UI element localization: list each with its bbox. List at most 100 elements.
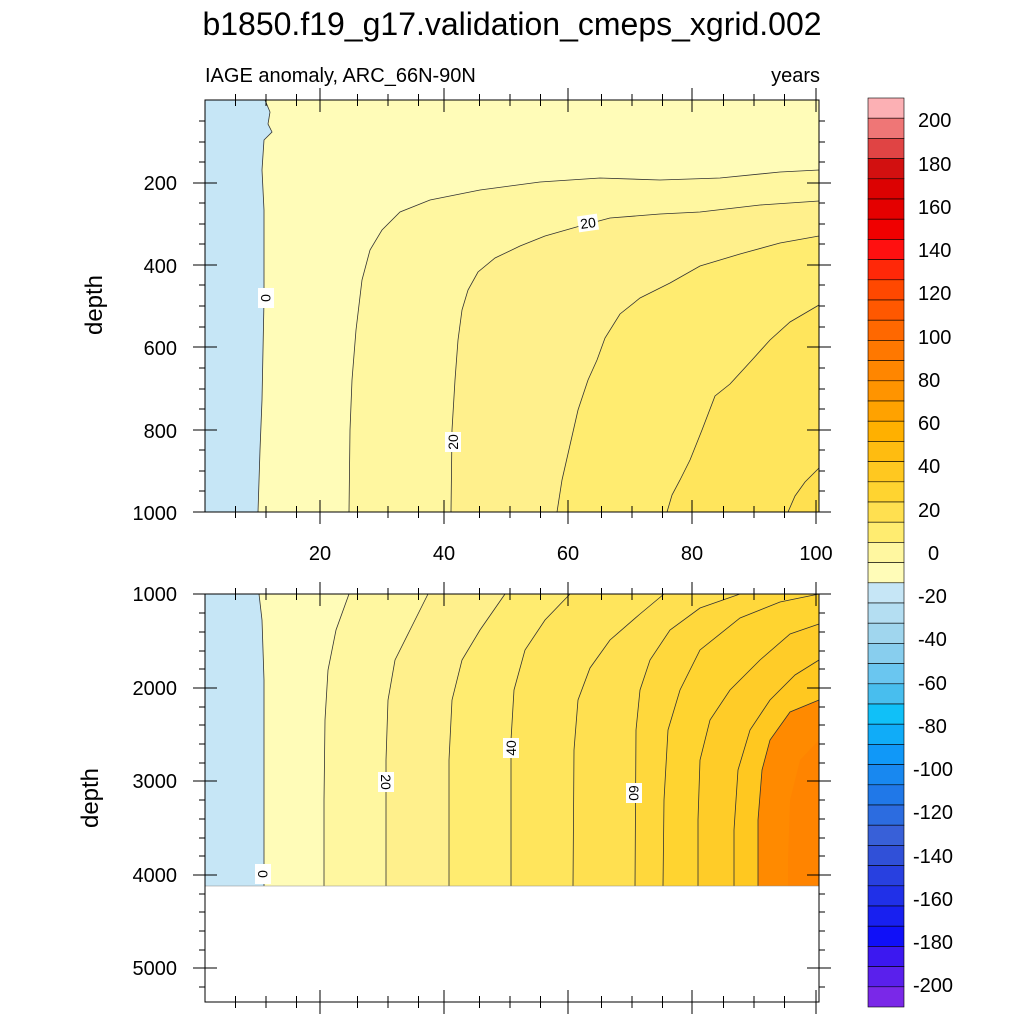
upper-y-tick-label: 200 (144, 173, 177, 195)
colorbar-box (867, 663, 905, 685)
lower-contour-line (733, 659, 820, 886)
colorbar-label: -40 (918, 629, 947, 651)
colorbar-label: 140 (918, 240, 951, 262)
colorbar-box (867, 198, 905, 220)
upper-y-tick-label: 800 (144, 421, 177, 443)
upper-panel-subtitle: IAGE anomaly, ARC_66N-90N (205, 65, 476, 87)
colorbar-box (867, 299, 905, 321)
colorbar-box (867, 481, 905, 503)
colorbar-box (867, 622, 905, 644)
upper-contour-line (556, 235, 820, 513)
colorbar-label: -140 (913, 846, 953, 868)
lower-contour-label: 60 (626, 783, 642, 803)
colorbar-box (867, 360, 905, 382)
colorbar-box (867, 723, 905, 745)
upper-y-axis-label: depth (81, 275, 108, 335)
contour-label-text: 0 (258, 294, 274, 302)
upper-contour-line (257, 99, 273, 513)
colorbar-box (867, 562, 905, 584)
contour-label-text: 60 (626, 785, 642, 801)
upper-contour-fills (205, 100, 819, 512)
colorbar-box (867, 218, 905, 240)
colorbar-label: -100 (913, 759, 953, 781)
contour-label-text: 20 (378, 774, 394, 790)
colorbar-box (867, 925, 905, 947)
colorbar-box (867, 461, 905, 483)
colorbar-box (867, 905, 905, 927)
upper-y-tick-label: 1000 (133, 503, 178, 525)
upper-x-tick-label: 20 (309, 543, 331, 565)
contour-label-box (626, 783, 642, 803)
colorbar-label: 80 (918, 370, 940, 392)
colorbar-label: 100 (918, 327, 951, 349)
colorbar-box (867, 602, 905, 624)
lower-contour-line (510, 593, 571, 886)
colorbar-box (867, 97, 905, 119)
colorbar-box (867, 885, 905, 907)
colorbar-box (867, 319, 905, 341)
colorbar-box (867, 683, 905, 705)
lower-contour-band (205, 594, 264, 886)
upper-x-tick-labels: 20 40 60 80 100 (309, 543, 833, 565)
colorbar-box (867, 986, 905, 1008)
upper-x-tick-label: 100 (799, 543, 832, 565)
colorbar-box (867, 138, 905, 159)
colorbar-label: 40 (918, 456, 940, 478)
contour-label-text: 0 (255, 870, 271, 878)
colorbar-box (867, 744, 905, 765)
lower-y-axis-label: depth (77, 768, 104, 828)
colorbar-box (867, 824, 905, 846)
colorbar-box (867, 542, 905, 563)
colorbar-box (867, 643, 905, 664)
colorbar-label: 200 (918, 110, 951, 132)
upper-contour-line (787, 467, 820, 513)
lower-contour-labels: 0 20 40 60 (255, 738, 642, 884)
lower-contour-lines (205, 593, 820, 887)
colorbar-box (867, 117, 905, 139)
lower-contour-line (662, 593, 820, 887)
colorbar-box (867, 340, 905, 361)
colorbar-label: -120 (913, 802, 953, 824)
colorbar: 200 180 160 140 120 100 80 60 40 20 0 -2… (867, 97, 953, 1008)
lower-panel: depth 0 20 40 60 1000 2000 3000 4000 5000 (77, 582, 831, 1014)
lower-y-tick-label: 5000 (133, 958, 178, 980)
contour-label-box (503, 738, 519, 758)
colorbar-box (867, 764, 905, 786)
upper-contour-band (788, 468, 819, 512)
upper-contour-line (666, 304, 820, 513)
lower-y-tick-label: 3000 (133, 771, 178, 793)
upper-panel-units: years (771, 65, 820, 87)
colorbar-label: 160 (918, 197, 951, 219)
colorbar-box (867, 521, 905, 543)
contour-label-text: 40 (503, 740, 519, 756)
colorbar-label: 120 (918, 283, 951, 305)
colorbar-box (867, 845, 905, 866)
upper-contour-labels: 0 20 20 (258, 213, 600, 452)
colorbar-box (867, 420, 905, 442)
colorbar-box (867, 239, 905, 260)
lower-contour-line (448, 593, 506, 886)
colorbar-label: -200 (913, 975, 953, 997)
colorbar-box (867, 582, 905, 604)
colorbar-label: -160 (913, 889, 953, 911)
lower-contour-label: 0 (255, 864, 271, 884)
colorbar-label: -80 (918, 716, 947, 738)
figure-title: b1850.f19_g17.validation_cmeps_xgrid.002 (202, 6, 821, 42)
upper-x-tick-label: 40 (433, 543, 455, 565)
upper-contour-lines (257, 99, 820, 513)
contour-label-box (378, 772, 394, 792)
colorbar-label: 180 (918, 154, 951, 176)
colorbar-label: 0 (928, 543, 939, 565)
colorbar-label: -180 (913, 932, 953, 954)
colorbar-boxes (867, 97, 905, 1008)
lower-axis-ticks (193, 582, 831, 1014)
upper-panel: IAGE anomaly, ARC_66N-90N years depth 0 2… (81, 65, 833, 565)
lower-contour-line (258, 593, 265, 886)
upper-x-tick-label: 60 (557, 543, 579, 565)
lower-contour-line (757, 699, 820, 886)
colorbar-box (867, 259, 905, 281)
colorbar-label: 60 (918, 413, 940, 435)
lower-contour-line (572, 593, 665, 887)
upper-contour-band (205, 100, 272, 512)
